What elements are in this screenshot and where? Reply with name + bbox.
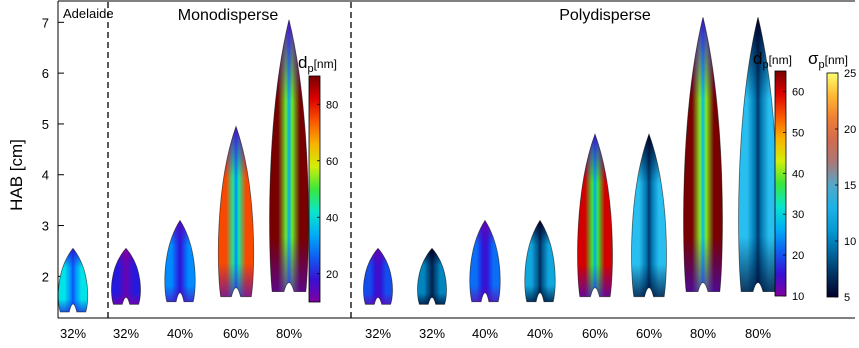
colorbars: 20406080dp[nm]102030405060dp[nm]51015202… (298, 49, 856, 304)
flame-map (417, 247, 447, 305)
flame-outline (683, 17, 723, 292)
colorbar-tick-label: 80 (326, 99, 338, 111)
x-tick-label: 80% (690, 326, 716, 341)
flame-outline (417, 247, 447, 305)
flame-shade (363, 248, 393, 305)
x-tick-label: 40% (527, 326, 553, 341)
flame-shade (524, 220, 556, 302)
x-tick-label: 60% (636, 326, 662, 341)
colorbar: 20 40 60 80 dp[nm] (298, 53, 338, 303)
flame-outline (57, 247, 89, 313)
colorbar-tick-label: 5 (844, 292, 850, 304)
flame-outline (164, 219, 196, 303)
colorbar-gradient (774, 70, 787, 297)
colorbar-tick-label: 60 (792, 86, 804, 98)
x-axis-tick-labels: 32% 32% 40% 60% 80% 32% 32% 40% 40% 60% 60% 80% 80% (60, 326, 771, 341)
colorbar-tick-label: 40 (792, 168, 804, 180)
x-tick-label: 60% (223, 326, 249, 341)
colorbar-label: σp[nm] (808, 49, 848, 71)
y-axis-label: HAB [cm] (7, 139, 26, 211)
flame-shade (417, 248, 447, 305)
colorbar-tick-label: 40 (326, 212, 338, 224)
colorbar: 10 20 30 40 50 60 dp[nm] (753, 49, 804, 303)
x-tick-label: 80% (745, 326, 771, 341)
colorbar-label: dp[nm] (753, 49, 792, 71)
flame-shade (58, 248, 88, 312)
x-tick-label: 80% (276, 326, 302, 341)
flame-map (683, 17, 723, 292)
colorbar-tick-label: 10 (792, 291, 804, 303)
flame-map (269, 19, 309, 292)
flame-map (631, 132, 667, 298)
flame-shade (111, 248, 141, 305)
plot-axes (57, 0, 855, 319)
flame-shade (738, 17, 778, 292)
colorbar-tick-label: 10 (844, 236, 856, 248)
flame-shade (164, 220, 196, 302)
y-tick-label: 2 (42, 269, 49, 284)
flame-map (577, 132, 613, 298)
flame-shade (469, 220, 501, 302)
x-tick-label: 32% (365, 326, 391, 341)
x-tick-label: 40% (167, 326, 193, 341)
flame-shade (269, 19, 309, 292)
colorbar-tick-label: 50 (792, 127, 804, 139)
flame-outline (269, 19, 309, 292)
flame-map (57, 247, 89, 313)
flame-shade (683, 17, 723, 292)
y-tick-label: 7 (42, 15, 49, 30)
flame-map (363, 247, 393, 305)
flame-outline (577, 132, 613, 298)
colorbar-gradient (308, 75, 321, 303)
flame-outline (363, 247, 393, 305)
y-tick-label: 5 (42, 117, 49, 132)
section-title-polydisperse: Polydisperse (559, 7, 651, 24)
x-tick-label: 60% (582, 326, 608, 341)
y-tick-label: 4 (42, 168, 49, 183)
flame-map (164, 219, 196, 303)
colorbar-tick-label: 15 (844, 180, 856, 192)
flame-outline (524, 219, 556, 303)
section-title-monodisperse: Monodisperse (178, 7, 279, 24)
x-tick-label: 40% (472, 326, 498, 341)
flame-outline (111, 247, 141, 305)
flame-shade (577, 134, 613, 297)
flame-shade (631, 134, 667, 297)
flame-map (111, 247, 141, 305)
y-axis-ticks: 2 3 4 5 6 7 (42, 15, 64, 284)
flame-shade (218, 126, 254, 297)
colorbar-label: dp[nm] (298, 53, 337, 75)
flame-outline (631, 132, 667, 298)
section-title-adelaide: Adelaide (63, 6, 114, 21)
y-tick-label: 6 (42, 66, 49, 81)
flame-outline (469, 219, 501, 303)
flame-map (217, 125, 255, 298)
flame-maps (57, 17, 778, 313)
colorbar-tick-label: 20 (326, 269, 338, 281)
flame-map (524, 219, 556, 303)
colorbar-tick-label: 25 (844, 68, 856, 80)
colorbar-tick-label: 20 (844, 124, 856, 136)
colorbar-tick-label: 60 (326, 156, 338, 168)
x-tick-label: 32% (60, 326, 86, 341)
y-tick-label: 3 (42, 219, 49, 234)
flame-map (738, 17, 778, 292)
x-tick-label: 32% (113, 326, 139, 341)
flame-map (469, 219, 501, 303)
x-tick-label: 32% (419, 326, 445, 341)
flame-outline (217, 125, 255, 298)
colorbar-tick-label: 20 (792, 250, 804, 262)
colorbar-tick-label: 30 (792, 209, 804, 221)
